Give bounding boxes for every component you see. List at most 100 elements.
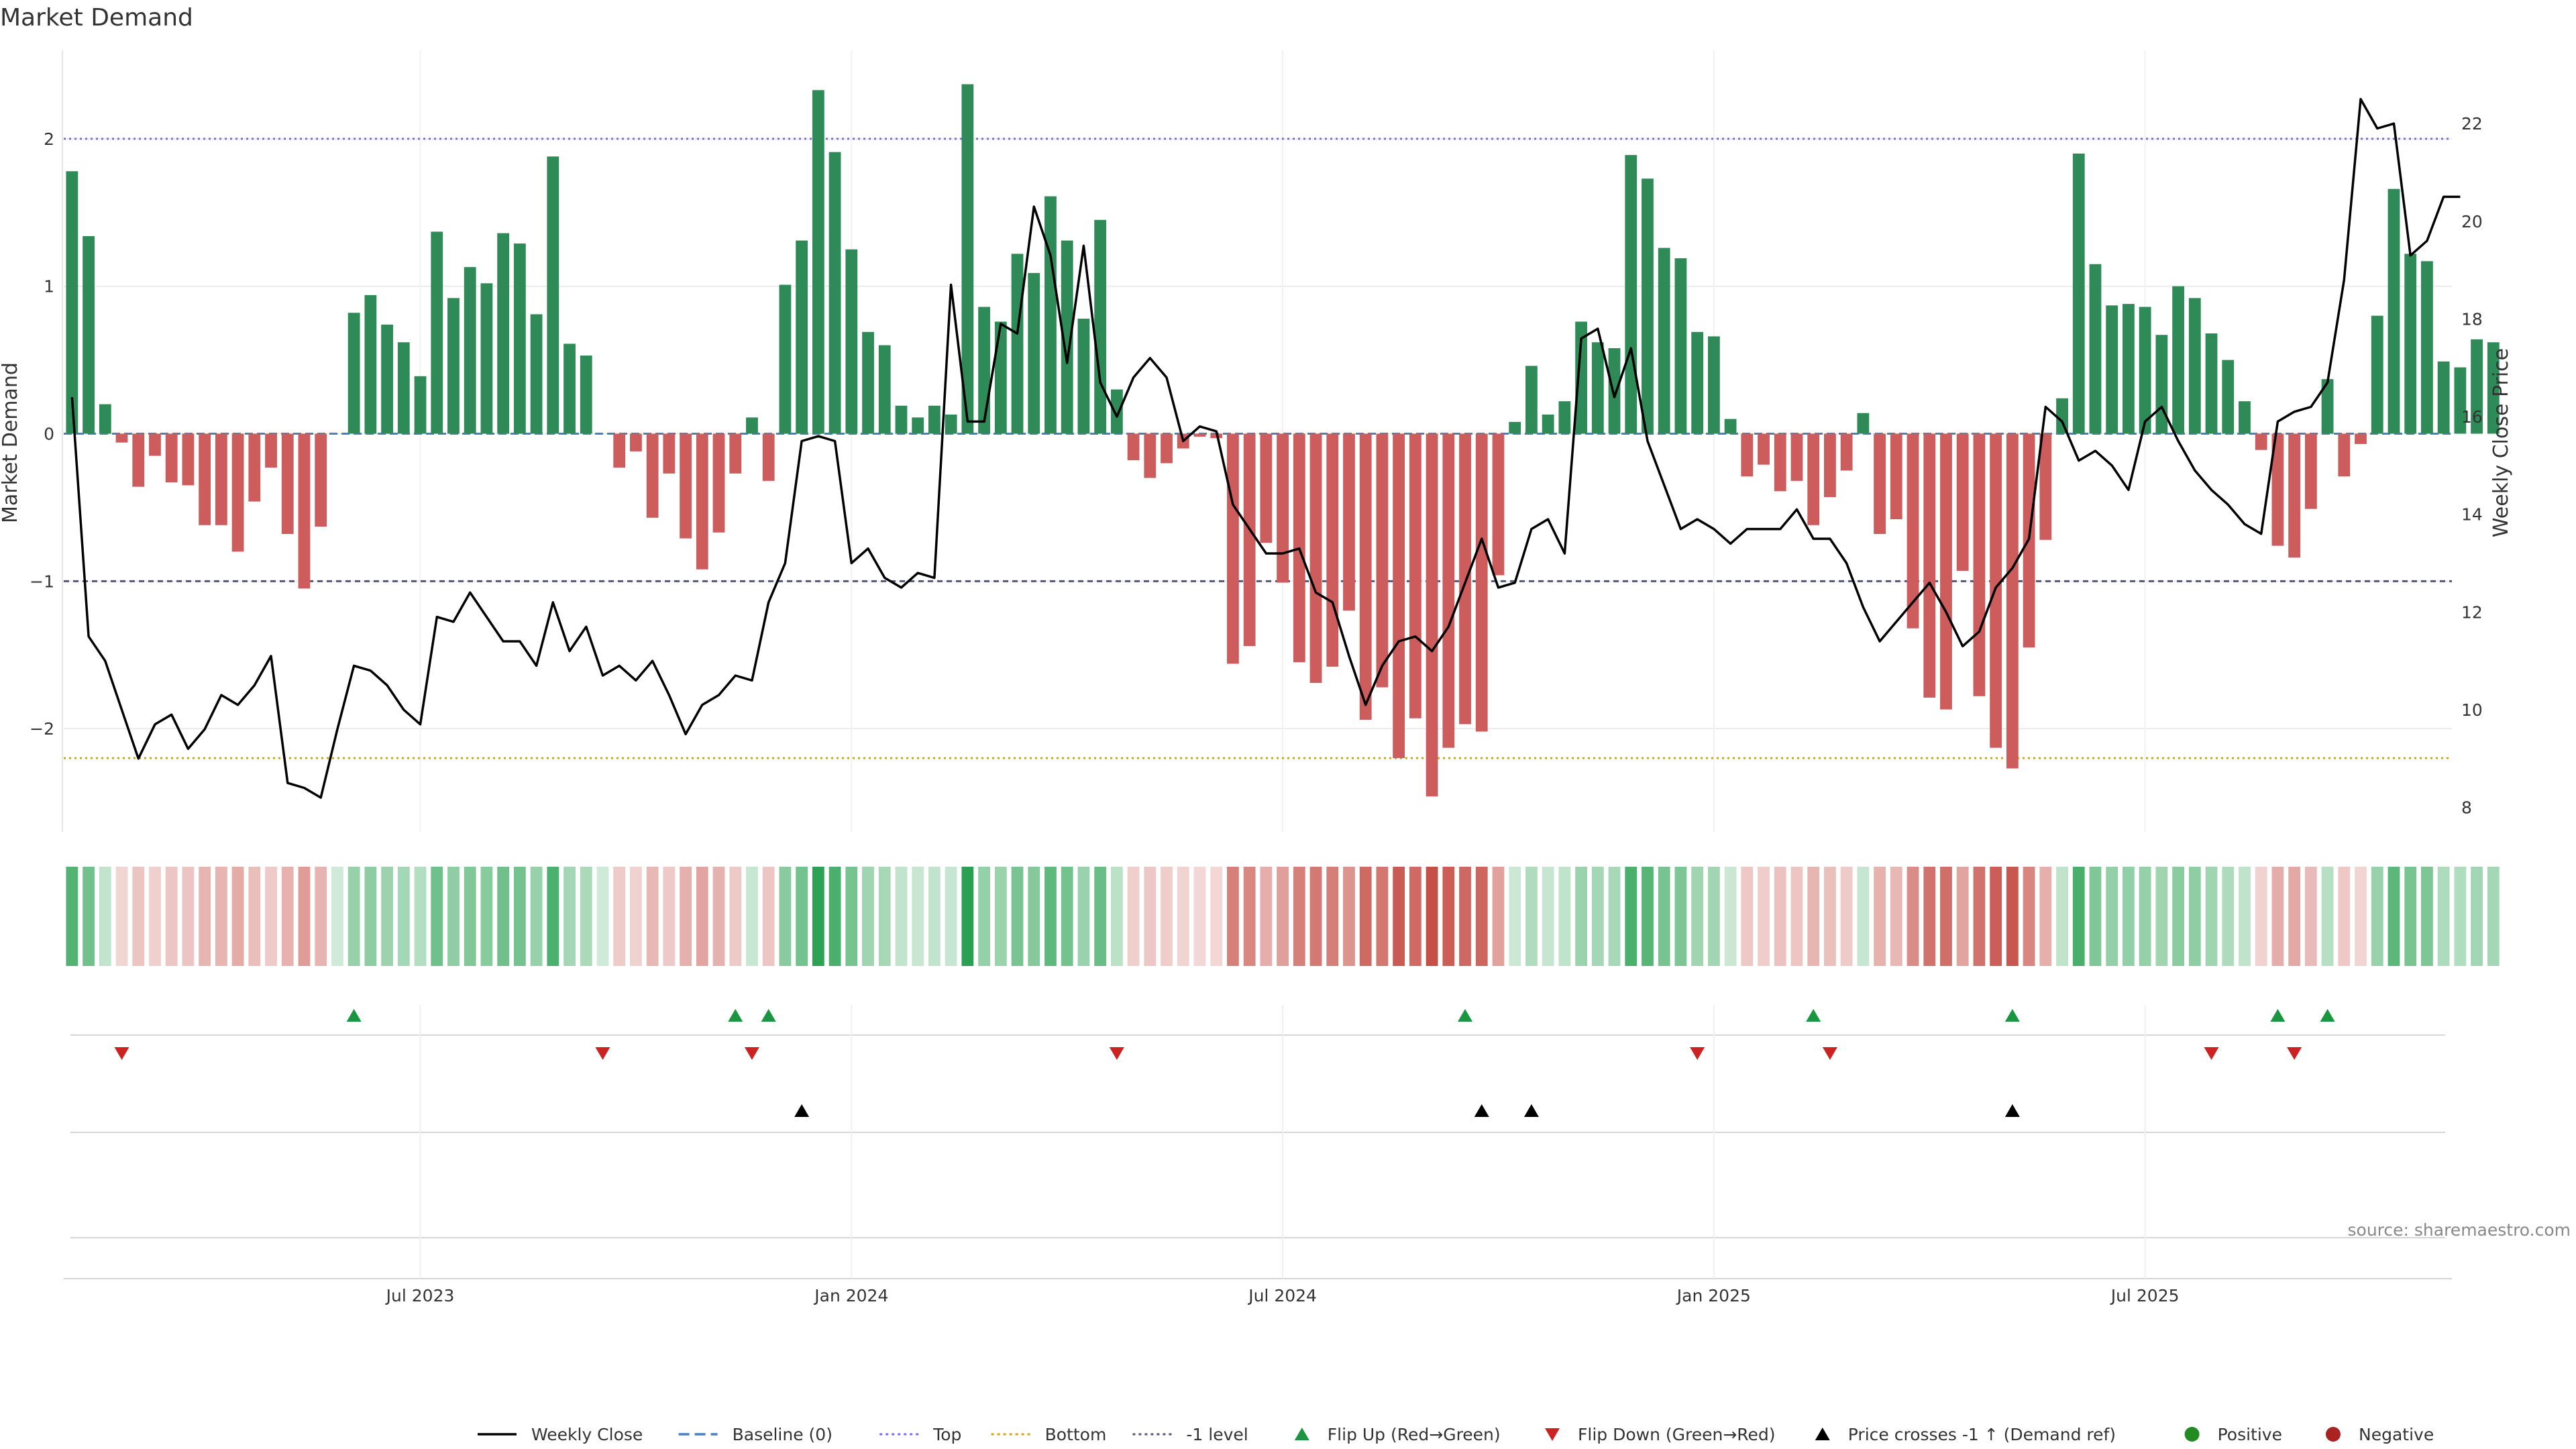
- heat-cell: [630, 867, 642, 966]
- heat-cell: [2304, 867, 2317, 966]
- demand-bar: [1061, 240, 1073, 434]
- heat-cell: [1857, 867, 1870, 966]
- heat-cell: [828, 867, 841, 966]
- heat-cell: [1343, 867, 1355, 966]
- heat-cell: [2437, 867, 2450, 966]
- heat-cell: [1575, 867, 1587, 966]
- demand-bar: [1741, 433, 1754, 477]
- legend-label: Top: [932, 1425, 961, 1444]
- heat-cell: [182, 867, 195, 966]
- left-tick-label: 2: [44, 129, 54, 149]
- heat-cell: [265, 867, 277, 966]
- demand-heat-strip: [66, 867, 2500, 966]
- right-tick-label: 22: [2461, 114, 2483, 133]
- demand-bar: [1707, 336, 1720, 434]
- heat-cell: [1243, 867, 1256, 966]
- demand-bar: [2437, 361, 2450, 434]
- demand-bar: [613, 433, 626, 468]
- heat-cell: [2205, 867, 2218, 966]
- heat-cell: [231, 867, 244, 966]
- heat-cell: [1459, 867, 1471, 966]
- heat-cell: [2271, 867, 2284, 966]
- heat-cell: [331, 867, 343, 966]
- demand-bar: [1127, 433, 1140, 461]
- demand-bar: [1774, 433, 1786, 492]
- demand-bar: [2471, 339, 2483, 434]
- heat-cell: [1426, 867, 1438, 966]
- heat-cell: [1509, 867, 1521, 966]
- heat-cell: [1193, 867, 1206, 966]
- heat-cell: [315, 867, 327, 966]
- demand-bar: [248, 433, 261, 502]
- heat-cell: [1044, 867, 1057, 966]
- heat-cell: [2039, 867, 2052, 966]
- demand-bar: [381, 324, 393, 434]
- demand-bar: [1890, 433, 1902, 519]
- heat-cell: [1625, 867, 1638, 966]
- heat-cell: [1011, 867, 1024, 966]
- demand-bar: [1426, 433, 1438, 797]
- demand-bar: [132, 433, 145, 487]
- heat-cell: [431, 867, 443, 966]
- demand-bar: [1608, 348, 1621, 434]
- heat-cell: [1293, 867, 1305, 966]
- demand-bar: [2006, 433, 2019, 769]
- heat-cell: [1260, 867, 1273, 966]
- heat-cell: [1409, 867, 1421, 966]
- heat-cell: [812, 867, 824, 966]
- demand-bar: [1359, 433, 1372, 720]
- demand-bar: [1625, 155, 1638, 434]
- heat-cell: [2006, 867, 2019, 966]
- heat-cell: [1707, 867, 1720, 966]
- right-tick-label: 10: [2461, 700, 2483, 720]
- heat-cell: [1591, 867, 1604, 966]
- demand-bar: [2454, 367, 2467, 434]
- demand-bar: [1243, 433, 1256, 647]
- heat-cell: [1956, 867, 1969, 966]
- demand-bar: [1094, 219, 1107, 434]
- heat-cell: [961, 867, 974, 966]
- legend-swatch: [1545, 1428, 1560, 1441]
- price-cross-marker: [1523, 1104, 1539, 1117]
- heat-cell: [1442, 867, 1455, 966]
- flip-down-marker: [114, 1047, 129, 1060]
- demand-bar: [2155, 335, 2168, 434]
- chart-title: Market Demand: [0, 4, 193, 32]
- heat-cell: [2222, 867, 2235, 966]
- heat-cell: [248, 867, 261, 966]
- heat-cell: [895, 867, 908, 966]
- legend-label: Baseline (0): [733, 1425, 833, 1444]
- demand-bar: [447, 298, 460, 434]
- weekly-close-line: [70, 98, 2461, 799]
- legend-swatch: [1815, 1428, 1830, 1440]
- demand-bar: [2089, 264, 2102, 434]
- heat-cell: [1840, 867, 1853, 966]
- demand-bar: [2106, 305, 2118, 434]
- heat-cell: [530, 867, 543, 966]
- heat-cell: [1724, 867, 1737, 966]
- demand-bar: [2371, 315, 2383, 434]
- heat-cell: [1309, 867, 1322, 966]
- heat-cell: [596, 867, 609, 966]
- demand-bar: [1393, 433, 1405, 759]
- heat-cell: [497, 867, 510, 966]
- demand-bar: [2355, 433, 2367, 444]
- heat-cell: [1758, 867, 1770, 966]
- legend-label: Price crosses -1 ↑ (Demand ref): [1848, 1425, 2116, 1444]
- heat-cell: [99, 867, 111, 966]
- demand-bar: [1227, 433, 1239, 664]
- left-tick-label: 1: [44, 277, 54, 297]
- flip-up-marker: [2320, 1009, 2335, 1022]
- demand-bar: [2056, 398, 2068, 434]
- flip-down-marker: [1109, 1047, 1124, 1060]
- right-tick-label: 14: [2461, 505, 2483, 525]
- demand-bar: [1642, 178, 1654, 434]
- heat-cell: [1094, 867, 1107, 966]
- legend-label: Bottom: [1045, 1425, 1107, 1444]
- legend-item: Positive: [2184, 1425, 2282, 1444]
- legend-swatch: [2184, 1427, 2200, 1442]
- legend-item: Weekly Close: [478, 1425, 643, 1444]
- price-cross-marker: [2004, 1104, 2020, 1117]
